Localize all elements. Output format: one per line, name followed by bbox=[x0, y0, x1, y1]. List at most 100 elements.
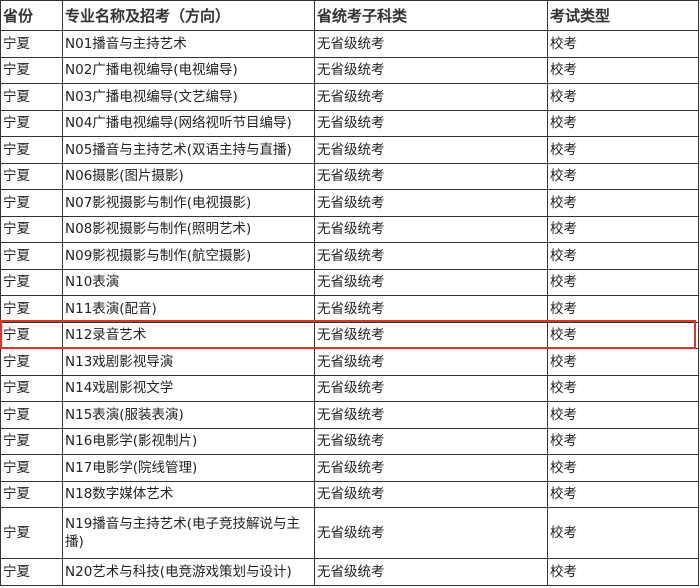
cell-exam-type: 校考 bbox=[547, 480, 699, 508]
cell-subcategory: 无省级统考 bbox=[314, 427, 548, 455]
table-row: 宁夏 N04广播电视编导(网络视听节目编导) 无省级统考 校考 bbox=[0, 109, 699, 137]
cell-subcategory: 无省级统考 bbox=[314, 189, 548, 217]
cell-province: 宁夏 bbox=[0, 295, 63, 323]
table-row: 宁夏 N20艺术与科技(电竞游戏策划与设计) 无省级统考 校考 bbox=[0, 558, 699, 586]
table-row: 宁夏 N02广播电视编导(电视编导) 无省级统考 校考 bbox=[0, 56, 699, 84]
cell-subcategory: 无省级统考 bbox=[314, 321, 548, 349]
cell-exam-type: 校考 bbox=[547, 507, 699, 559]
cell-major: N05播音与主持艺术(双语主持与直播) bbox=[62, 136, 315, 164]
cell-province: 宁夏 bbox=[0, 162, 63, 190]
cell-province: 宁夏 bbox=[0, 454, 63, 482]
table-row: 宁夏 N03广播电视编导(文艺编导) 无省级统考 校考 bbox=[0, 83, 699, 111]
cell-major: N01播音与主持艺术 bbox=[62, 30, 315, 58]
cell-province: 宁夏 bbox=[0, 136, 63, 164]
table-row: 宁夏 N05播音与主持艺术(双语主持与直播) 无省级统考 校考 bbox=[0, 136, 699, 164]
cell-province: 宁夏 bbox=[0, 189, 63, 217]
cell-exam-type: 校考 bbox=[547, 30, 699, 58]
cell-subcategory: 无省级统考 bbox=[314, 507, 548, 559]
cell-province: 宁夏 bbox=[0, 507, 63, 559]
cell-exam-type: 校考 bbox=[547, 242, 699, 270]
cell-major: N17电影学(院线管理) bbox=[62, 454, 315, 482]
cell-major: N10表演 bbox=[62, 268, 315, 296]
cell-subcategory: 无省级统考 bbox=[314, 348, 548, 376]
cell-province: 宁夏 bbox=[0, 30, 63, 58]
cell-province: 宁夏 bbox=[0, 109, 63, 137]
cell-subcategory: 无省级统考 bbox=[314, 454, 548, 482]
cell-province: 宁夏 bbox=[0, 56, 63, 84]
cell-exam-type: 校考 bbox=[547, 162, 699, 190]
header-subcategory: 省统考子科类 bbox=[314, 0, 548, 31]
cell-province: 宁夏 bbox=[0, 268, 63, 296]
cell-subcategory: 无省级统考 bbox=[314, 295, 548, 323]
cell-exam-type: 校考 bbox=[547, 401, 699, 429]
cell-subcategory: 无省级统考 bbox=[314, 268, 548, 296]
table-row: 宁夏 N14戏剧影视文学 无省级统考 校考 bbox=[0, 374, 699, 402]
cell-subcategory: 无省级统考 bbox=[314, 401, 548, 429]
header-province: 省份 bbox=[0, 0, 63, 31]
cell-major: N12录音艺术 bbox=[62, 321, 315, 349]
table-row: 宁夏 N09影视摄影与制作(航空摄影) 无省级统考 校考 bbox=[0, 242, 699, 270]
cell-major: N07影视摄影与制作(电视摄影) bbox=[62, 189, 315, 217]
table-row: 宁夏 N13戏剧影视导演 无省级统考 校考 bbox=[0, 348, 699, 376]
cell-major: N20艺术与科技(电竞游戏策划与设计) bbox=[62, 558, 315, 586]
cell-major: N16电影学(影视制片) bbox=[62, 427, 315, 455]
table-row: 宁夏 N01播音与主持艺术 无省级统考 校考 bbox=[0, 30, 699, 58]
header-row: 省份 专业名称及招考（方向） 省统考子科类 考试类型 bbox=[0, 0, 699, 31]
cell-province: 宁夏 bbox=[0, 480, 63, 508]
cell-exam-type: 校考 bbox=[547, 454, 699, 482]
cell-major: N18数字媒体艺术 bbox=[62, 480, 315, 508]
cell-major: N02广播电视编导(电视编导) bbox=[62, 56, 315, 84]
cell-subcategory: 无省级统考 bbox=[314, 374, 548, 402]
cell-subcategory: 无省级统考 bbox=[314, 136, 548, 164]
cell-exam-type: 校考 bbox=[547, 374, 699, 402]
cell-exam-type: 校考 bbox=[547, 83, 699, 111]
table-row: 宁夏 N17电影学(院线管理) 无省级统考 校考 bbox=[0, 454, 699, 482]
cell-exam-type: 校考 bbox=[547, 321, 699, 349]
cell-province: 宁夏 bbox=[0, 558, 63, 586]
cell-exam-type: 校考 bbox=[547, 56, 699, 84]
cell-province: 宁夏 bbox=[0, 401, 63, 429]
cell-subcategory: 无省级统考 bbox=[314, 83, 548, 111]
table-row: 宁夏 N12录音艺术 无省级统考 校考 bbox=[0, 321, 699, 349]
cell-major: N19播音与主持艺术(电子竞技解说与主播) bbox=[62, 507, 315, 559]
cell-subcategory: 无省级统考 bbox=[314, 109, 548, 137]
cell-major: N15表演(服装表演) bbox=[62, 401, 315, 429]
table-row: 宁夏 N19播音与主持艺术(电子竞技解说与主播) 无省级统考 校考 bbox=[0, 507, 699, 559]
cell-subcategory: 无省级统考 bbox=[314, 30, 548, 58]
table-row: 宁夏 N11表演(配音) 无省级统考 校考 bbox=[0, 295, 699, 323]
cell-major: N08影视摄影与制作(照明艺术) bbox=[62, 215, 315, 243]
cell-exam-type: 校考 bbox=[547, 268, 699, 296]
cell-major: N03广播电视编导(文艺编导) bbox=[62, 83, 315, 111]
cell-subcategory: 无省级统考 bbox=[314, 480, 548, 508]
cell-exam-type: 校考 bbox=[547, 558, 699, 586]
cell-province: 宁夏 bbox=[0, 348, 63, 376]
cell-exam-type: 校考 bbox=[547, 136, 699, 164]
cell-major: N11表演(配音) bbox=[62, 295, 315, 323]
cell-subcategory: 无省级统考 bbox=[314, 558, 548, 586]
cell-subcategory: 无省级统考 bbox=[314, 215, 548, 243]
header-major: 专业名称及招考（方向） bbox=[62, 0, 315, 31]
cell-province: 宁夏 bbox=[0, 321, 63, 349]
table-row: 宁夏 N07影视摄影与制作(电视摄影) 无省级统考 校考 bbox=[0, 189, 699, 217]
cell-major: N06摄影(图片摄影) bbox=[62, 162, 315, 190]
table-row: 宁夏 N10表演 无省级统考 校考 bbox=[0, 268, 699, 296]
cell-exam-type: 校考 bbox=[547, 348, 699, 376]
cell-major: N09影视摄影与制作(航空摄影) bbox=[62, 242, 315, 270]
cell-exam-type: 校考 bbox=[547, 109, 699, 137]
cell-province: 宁夏 bbox=[0, 242, 63, 270]
cell-major: N14戏剧影视文学 bbox=[62, 374, 315, 402]
header-exam-type: 考试类型 bbox=[547, 0, 699, 31]
table-row: 宁夏 N18数字媒体艺术 无省级统考 校考 bbox=[0, 480, 699, 508]
table-row: 宁夏 N16电影学(影视制片) 无省级统考 校考 bbox=[0, 427, 699, 455]
table-row: 宁夏 N15表演(服装表演) 无省级统考 校考 bbox=[0, 401, 699, 429]
cell-province: 宁夏 bbox=[0, 427, 63, 455]
cell-province: 宁夏 bbox=[0, 374, 63, 402]
table-row: 宁夏 N06摄影(图片摄影) 无省级统考 校考 bbox=[0, 162, 699, 190]
cell-major: N13戏剧影视导演 bbox=[62, 348, 315, 376]
cell-province: 宁夏 bbox=[0, 215, 63, 243]
table-row: 宁夏 N08影视摄影与制作(照明艺术) 无省级统考 校考 bbox=[0, 215, 699, 243]
cell-exam-type: 校考 bbox=[547, 427, 699, 455]
cell-province: 宁夏 bbox=[0, 83, 63, 111]
cell-subcategory: 无省级统考 bbox=[314, 242, 548, 270]
